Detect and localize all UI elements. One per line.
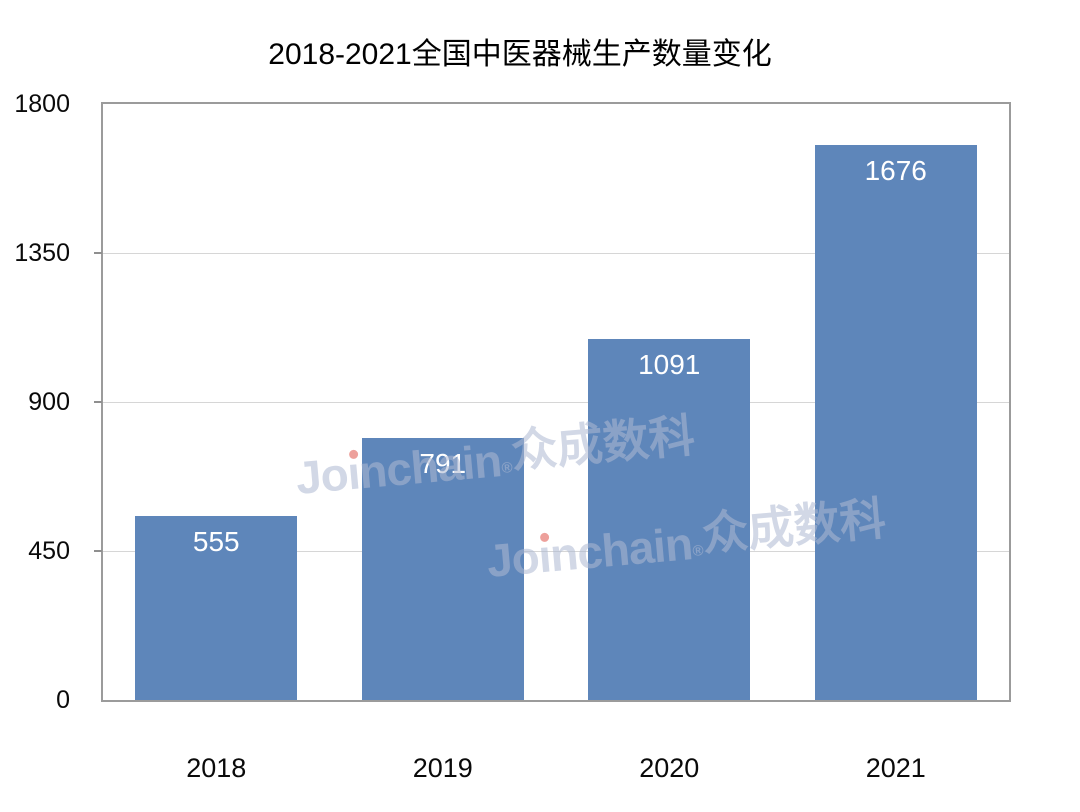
gridline <box>103 402 1009 403</box>
bar-2019: 791 <box>361 438 524 700</box>
y-axis-tick <box>94 252 102 254</box>
bar-value-label: 1091 <box>638 349 701 380</box>
y-axis-tick <box>94 550 102 552</box>
plot-area: 555 791 1091 1676 <box>101 102 1011 702</box>
chart-title: 2018-2021全国中医器械生产数量变化 <box>268 38 772 71</box>
y-axis-label: 450 <box>28 537 70 565</box>
y-axis-label: 900 <box>28 388 70 416</box>
bar-2021: 1676 <box>814 145 977 700</box>
gridline <box>103 551 1009 552</box>
bar-2020: 1091 <box>588 339 751 700</box>
x-axis-label: 2018 <box>186 753 247 783</box>
y-axis-label: 1800 <box>14 90 70 118</box>
y-axis-label: 1350 <box>14 239 70 267</box>
y-axis-label: 0 <box>56 686 70 714</box>
x-axis-label: 2021 <box>865 753 926 783</box>
y-axis-tick <box>94 401 102 403</box>
x-axis-label: 2019 <box>412 753 473 783</box>
bar-value-label: 791 <box>419 448 467 479</box>
x-axis-label: 2020 <box>639 753 700 783</box>
gridline <box>103 253 1009 254</box>
bar-value-label: 555 <box>192 526 240 557</box>
bar-2018: 555 <box>135 516 298 700</box>
bar-value-label: 1676 <box>864 155 927 186</box>
